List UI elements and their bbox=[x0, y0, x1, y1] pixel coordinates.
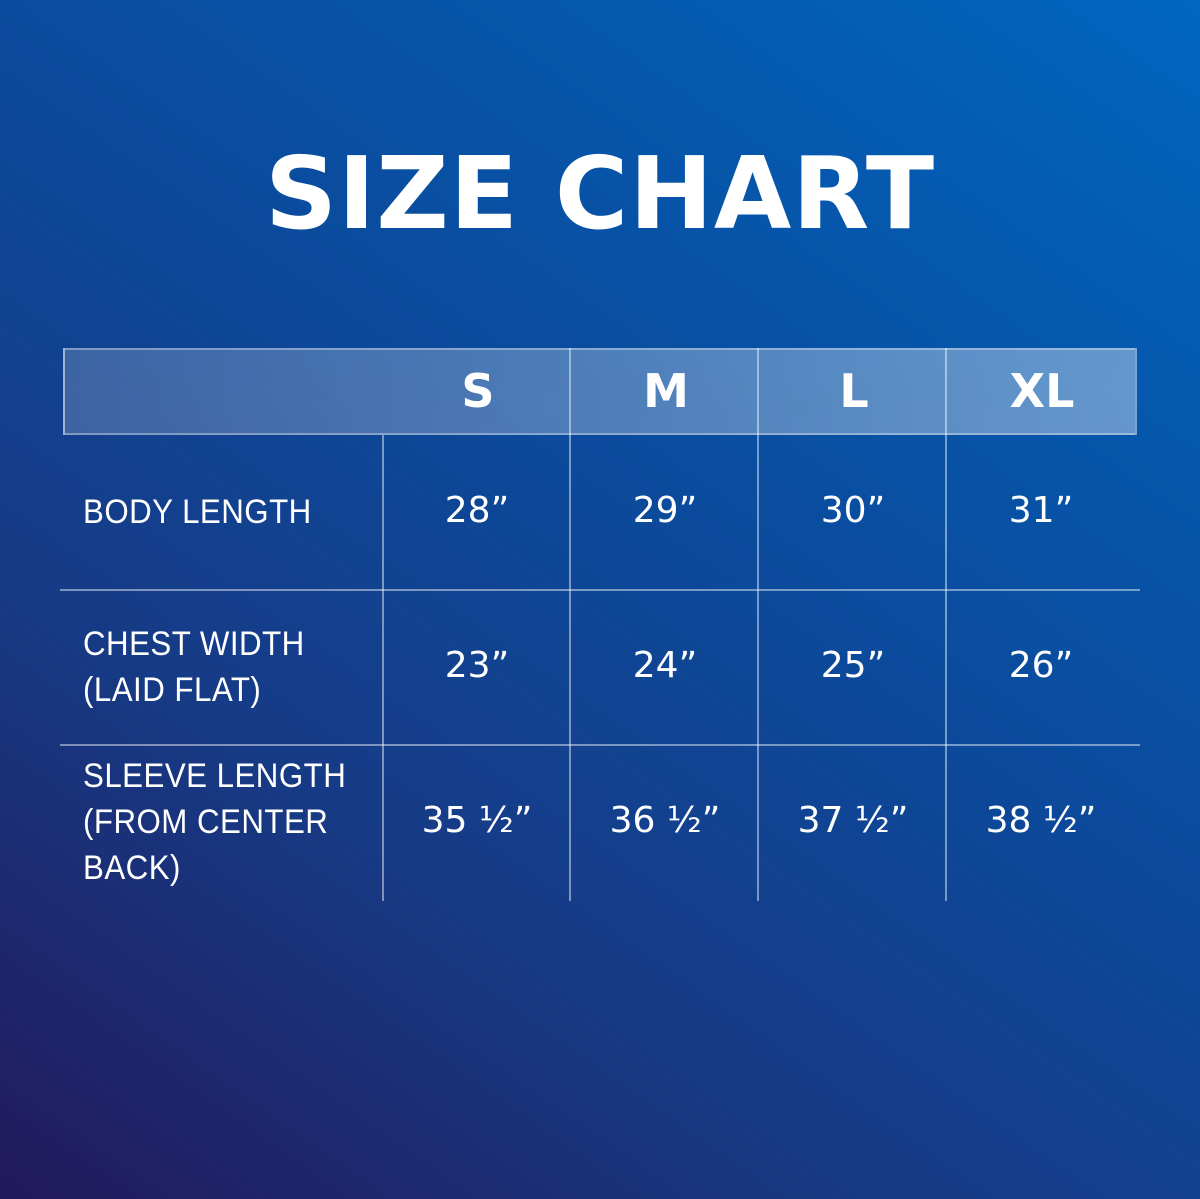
table-cell: 37 ½” bbox=[797, 800, 909, 841]
divider bbox=[945, 348, 947, 901]
table-cell: 30” bbox=[820, 490, 886, 531]
table-cell: 23” bbox=[444, 645, 510, 686]
table-cell: 35 ½” bbox=[421, 800, 533, 841]
table-header: S M L XL bbox=[63, 348, 1137, 435]
table-cell: 36 ½” bbox=[609, 800, 721, 841]
table-cell: 38 ½” bbox=[985, 800, 1097, 841]
row-label-line: (FROM CENTER bbox=[83, 803, 329, 841]
table-cell: 28” bbox=[444, 490, 510, 531]
row-label-line: SLEEVE LENGTH bbox=[83, 757, 347, 795]
row-label-sleeve-length: SLEEVE LENGTH (FROM CENTER BACK) bbox=[83, 753, 346, 891]
row-label-chest-width: CHEST WIDTH (LAID FLAT) bbox=[83, 621, 305, 713]
row-label-body-length: BODY LENGTH bbox=[83, 489, 312, 535]
divider bbox=[757, 348, 759, 901]
size-header-xl: XL bbox=[1009, 364, 1075, 418]
page-title: SIZE CHART bbox=[264, 135, 936, 252]
divider bbox=[569, 348, 571, 901]
divider bbox=[60, 744, 1140, 746]
table-cell: 24” bbox=[632, 645, 698, 686]
size-header-s: S bbox=[461, 364, 495, 418]
table-cell: 29” bbox=[632, 490, 698, 531]
size-header-l: L bbox=[839, 364, 869, 418]
row-label-line: (LAID FLAT) bbox=[83, 671, 262, 709]
row-label-line: CHEST WIDTH bbox=[83, 625, 305, 663]
size-header-m: M bbox=[643, 364, 689, 418]
table-cell: 25” bbox=[820, 645, 886, 686]
row-label-line: BODY LENGTH bbox=[83, 493, 312, 531]
table-cell: 26” bbox=[1008, 645, 1074, 686]
divider bbox=[382, 435, 384, 901]
divider bbox=[60, 589, 1140, 591]
row-label-line: BACK) bbox=[83, 849, 181, 887]
table-cell: 31” bbox=[1008, 490, 1074, 531]
